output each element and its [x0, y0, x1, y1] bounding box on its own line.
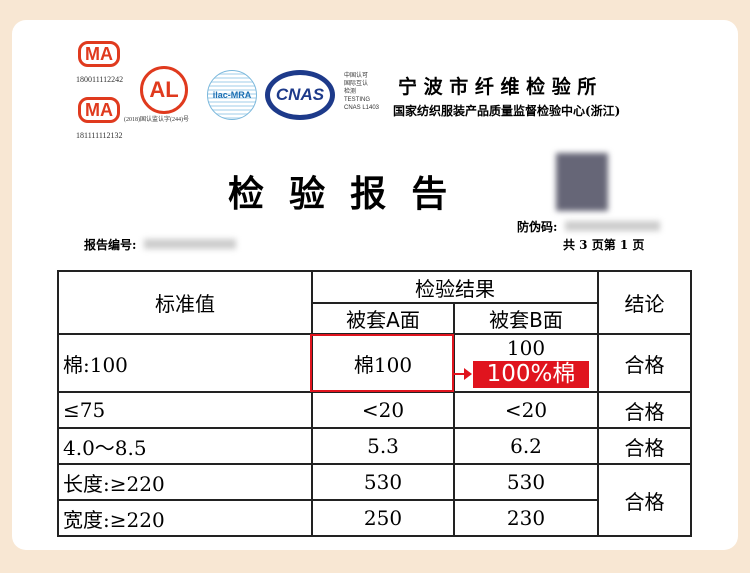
header-standard: 标准值 — [57, 270, 313, 335]
table-row: 4.0～8.5 5.3 6.2 合格 — [57, 427, 692, 465]
header-side-a: 被套A面 — [311, 302, 455, 335]
annotation-label: 100%棉 — [473, 361, 589, 388]
cma-logo: MA — [78, 97, 120, 123]
header-side-b: 被套B面 — [453, 302, 599, 335]
table-row: ≤75 <20 <20 合格 — [57, 391, 692, 429]
highlight-box — [310, 334, 454, 392]
arrow-head-icon — [464, 368, 472, 380]
arrow-icon — [454, 373, 466, 375]
cnas-logo: CNAS — [265, 70, 335, 120]
header-conclusion: 结论 — [597, 270, 692, 335]
cma-number: 181111112132 — [76, 131, 123, 140]
page-info: 共 3 页第 1 页 — [563, 238, 645, 252]
cma-logo: MA — [78, 41, 120, 67]
results-table: 标准值 检验结果 结论 被套A面 被套B面 棉:100 棉100 100 合格 ≤75 <20… — [57, 270, 692, 537]
header-results: 检验结果 — [311, 270, 599, 304]
report-number-label: 报告编号: — [84, 238, 137, 252]
anti-fake-code — [565, 221, 660, 231]
report-number — [144, 239, 236, 249]
table-row: 宽度:≥220 250 230 — [57, 499, 691, 537]
anti-fake-label: 防伪码: — [517, 220, 558, 234]
org-name: 宁 波 市 纤 维 检 验 所 — [398, 76, 597, 98]
cnas-caption: 中国认可 国际互认 检测 TESTING CNAS L1403 — [344, 73, 380, 111]
table-row: 长度:≥220 530 530 合格 — [57, 463, 692, 537]
page-title: 检 验 报 告 — [228, 173, 448, 215]
cal-logo: AL — [140, 66, 188, 114]
ilac-logo: ilac-MRA — [207, 70, 257, 120]
cal-caption: (2018)国认监认字(244)号 — [124, 117, 189, 123]
org-subtitle: 国家纺织服装产品质量监督检验中心(浙江) — [393, 104, 621, 118]
cma-number: 180011112242 — [76, 75, 124, 84]
qr-code — [556, 153, 608, 211]
